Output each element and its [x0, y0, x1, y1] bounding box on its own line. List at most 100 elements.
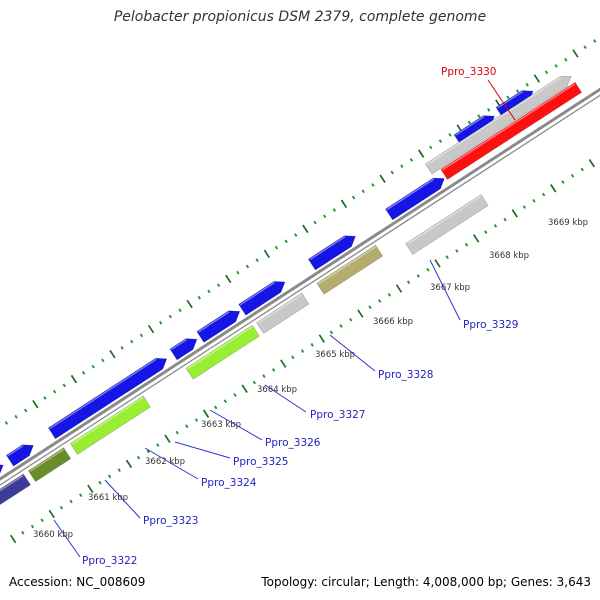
tick-mark: [262, 374, 266, 379]
tick-mark: [91, 364, 95, 369]
gene-arrow-g-a: [0, 464, 4, 475]
gene-arrow-g-l: [0, 473, 31, 506]
gene-label: Ppro_3323: [143, 515, 198, 527]
tick-mark: [4, 421, 9, 425]
tick-mark: [194, 418, 199, 422]
tick-mark: [175, 430, 179, 435]
gene-arrow-g-m: [27, 447, 72, 483]
backbone: [0, 87, 600, 486]
tick-mark: [486, 107, 491, 112]
tick-mark: [197, 295, 201, 300]
tick-mark: [216, 283, 221, 288]
tick-mark: [62, 383, 66, 388]
tick-mark: [371, 183, 375, 187]
tick-mark: [593, 39, 597, 43]
tick-mark: [185, 424, 189, 429]
tick-mark: [484, 230, 488, 235]
tick-mark: [390, 170, 394, 175]
tick-mark: [48, 509, 55, 519]
tick-mark: [252, 380, 256, 385]
tick-mark: [417, 149, 425, 158]
gene-leader-line: [264, 384, 307, 413]
tick-mark: [233, 393, 237, 397]
gene-highlight: [197, 311, 230, 333]
tick-mark: [9, 534, 17, 544]
tick-mark: [438, 139, 443, 144]
tick-mark: [40, 518, 44, 523]
tick-mark: [263, 249, 271, 259]
gene-highlight: [7, 445, 24, 457]
tick-mark: [400, 164, 404, 169]
gene-arrow-g-e: [196, 310, 241, 343]
gene-leader-line: [487, 79, 516, 121]
tick-mark: [455, 249, 459, 253]
tick-mark: [202, 409, 210, 418]
tick-mark: [387, 292, 392, 297]
gene-arrow-g-c: [47, 357, 168, 440]
tick-mark: [554, 64, 558, 68]
tick-rings: [4, 39, 600, 544]
tick-mark: [302, 224, 309, 234]
tick-mark: [147, 324, 155, 334]
tick-mark: [52, 389, 57, 394]
gene-label: Ppro_3330: [441, 66, 496, 78]
tick-mark: [522, 205, 527, 209]
tick-mark: [477, 114, 481, 118]
tick-mark: [445, 255, 449, 260]
genome-stats-text: Topology: circular; Length: 4,008,000 bp…: [261, 575, 591, 589]
gene-leader-line: [429, 259, 461, 321]
tick-mark: [225, 274, 232, 284]
gene-highlight: [71, 397, 144, 445]
tick-mark: [351, 195, 356, 200]
gene-highlight: [455, 116, 485, 136]
tick-mark: [70, 374, 78, 384]
tick-mark: [186, 299, 193, 309]
gene-highlight: [49, 358, 157, 429]
tick-mark: [434, 259, 441, 268]
tick-mark: [448, 132, 452, 137]
tick-mark: [329, 330, 334, 335]
tick-mark: [30, 524, 35, 529]
gene-highlight: [426, 76, 562, 165]
kbp-label: 3660 kbp: [33, 530, 73, 540]
tick-mark: [120, 345, 124, 350]
gene-arrow-g-s: [440, 81, 583, 180]
tick-mark: [300, 349, 305, 354]
gene-features: [0, 75, 583, 506]
tick-mark: [564, 57, 568, 62]
gene-highlight: [309, 236, 346, 261]
gene-label: Ppro_3325: [233, 456, 288, 468]
gene-arrow-g-b: [5, 444, 34, 467]
tick-mark: [378, 299, 382, 303]
accession-text: Accession: NC_008609: [9, 575, 146, 589]
tick-mark: [511, 209, 518, 218]
gene-arrow-g-r: [405, 194, 489, 255]
gene-label: Ppro_3329: [463, 319, 518, 331]
tick-mark: [368, 305, 372, 310]
kbp-label: 3661 kbp: [88, 493, 128, 503]
backbone-line: [0, 94, 600, 486]
tick-mark: [146, 449, 150, 454]
tick-mark: [416, 274, 420, 278]
tick-mark: [570, 173, 575, 178]
tick-mark: [21, 530, 25, 535]
gene-highlight: [406, 195, 482, 245]
tick-mark: [572, 49, 579, 58]
tick-mark: [125, 459, 133, 469]
tick-mark: [426, 267, 430, 272]
tick-mark: [274, 245, 279, 250]
tick-mark: [515, 89, 520, 93]
tick-mark: [284, 239, 288, 244]
tick-mark: [361, 189, 365, 194]
gene-label: Ppro_3326: [265, 437, 321, 449]
gene-highlight: [187, 326, 253, 370]
gene-highlight: [386, 178, 435, 211]
tick-mark: [130, 339, 134, 344]
tick-mark: [81, 370, 86, 375]
tick-mark: [506, 95, 510, 100]
gene-arrow-g-o: [185, 324, 260, 380]
gene-arrow-g-n: [69, 395, 151, 455]
gene-highlight: [257, 294, 302, 324]
kbp-label: 3667 kbp: [430, 283, 470, 293]
tick-mark: [79, 493, 83, 498]
